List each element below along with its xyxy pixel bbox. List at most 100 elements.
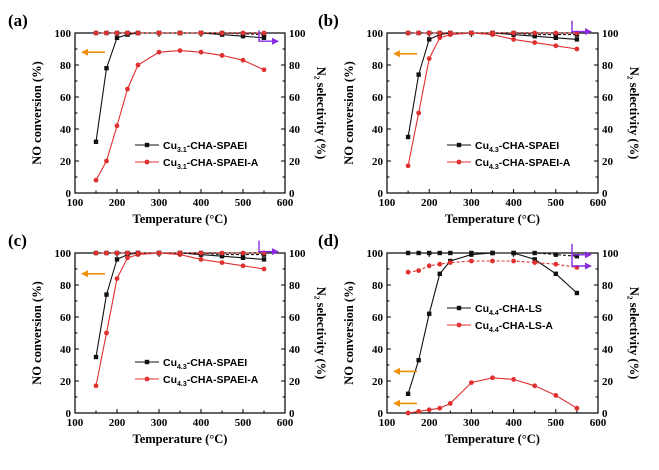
data-point — [447, 30, 453, 36]
data-point — [511, 258, 516, 264]
y-tick-label-left: 20 — [372, 156, 384, 168]
x-tick-label: 100 — [67, 417, 84, 429]
legend-label: Cu4.4-CHA-LS-A — [475, 320, 553, 334]
data-point — [261, 257, 267, 262]
arrow-shaft — [571, 20, 587, 33]
arrow-shaft — [258, 30, 274, 42]
data-point — [177, 250, 183, 256]
x-tick-label: 100 — [379, 417, 396, 429]
arrow-head — [393, 367, 400, 375]
y-tick-label-right: 0 — [289, 188, 295, 200]
data-point — [532, 257, 537, 262]
legend-label-rest: -CHA-SPAEI — [187, 357, 248, 369]
series-1 — [93, 30, 267, 144]
y-tick-label-left: 20 — [372, 376, 384, 388]
y-tick-label-right: 20 — [289, 376, 301, 388]
y-axis-title-left: NO conversion (%) — [342, 281, 356, 384]
data-point — [405, 250, 411, 256]
data-point — [114, 35, 120, 40]
x-tick-label: 300 — [463, 417, 480, 429]
y-tick-label-right: 60 — [289, 312, 301, 324]
data-point — [553, 393, 559, 398]
data-point — [219, 53, 225, 58]
y-axis-title-left: NO conversion (%) — [342, 61, 356, 164]
y-tick-label-right: 40 — [289, 344, 301, 356]
x-axis-title: Temperature (°C) — [445, 212, 540, 226]
legend-label-base: Cu — [475, 303, 489, 315]
data-point — [437, 30, 443, 36]
series-4 — [93, 250, 267, 256]
left-axis-arrow — [81, 270, 105, 278]
x-tick-label: 400 — [193, 197, 210, 209]
arrow-shaft — [571, 243, 587, 256]
right-axis-arrow — [258, 30, 279, 45]
y-axis-title-left: NO conversion (%) — [30, 61, 44, 164]
x-tick-label: 600 — [590, 417, 607, 429]
data-point — [574, 254, 580, 259]
data-point — [437, 261, 443, 267]
data-point — [114, 257, 120, 262]
y-tick-label-right: 40 — [602, 344, 614, 356]
data-point — [261, 67, 267, 73]
legend-label: Cu4.3-CHA-SPAEI — [163, 357, 247, 371]
left-axis-arrow — [393, 50, 417, 58]
data-point — [405, 410, 411, 416]
y-axis-title-right: N₂ selectivity (%) — [314, 67, 328, 160]
data-point — [447, 260, 453, 265]
data-point — [198, 30, 204, 36]
data-point — [416, 358, 421, 363]
x-tick-label: 300 — [151, 197, 168, 209]
arrow-head — [585, 262, 592, 270]
data-point — [426, 30, 432, 36]
data-point — [240, 255, 246, 260]
data-point — [511, 377, 516, 382]
arrow-shaft — [571, 255, 587, 267]
legend-label: Cu3.1-CHA-SPAEI-A — [163, 157, 259, 171]
y-tick-label-right: 100 — [289, 28, 306, 40]
y-tick-label-left: 100 — [55, 248, 72, 260]
y-tick-label-left: 60 — [60, 92, 72, 104]
legend: Cu4.3-CHA-SPAEI Cu4.3-CHA-SPAEI-A — [135, 357, 259, 388]
y-tick-label-left: 60 — [372, 312, 384, 324]
x-tick-label: 100 — [67, 197, 84, 209]
x-axis-title: Temperature (°C) — [133, 432, 228, 446]
y-tick-label-left: 100 — [55, 28, 72, 40]
data-point — [93, 30, 99, 36]
y-tick-label-right: 0 — [289, 408, 295, 420]
legend-label: Cu4.3-CHA-SPAEI-A — [163, 374, 259, 388]
legend-label-rest: -CHA-LS-A — [499, 320, 554, 332]
legend-label-subscript: 4.3 — [489, 147, 499, 154]
x-tick-label: 200 — [109, 417, 126, 429]
x-tick-label: 200 — [421, 197, 438, 209]
legend-label-base: Cu — [475, 320, 489, 332]
y-tick-label-right: 60 — [289, 92, 301, 104]
series-line — [407, 32, 577, 138]
legend-label-rest: -CHA-SPAEI — [499, 140, 560, 152]
data-point — [219, 250, 225, 256]
data-point — [426, 407, 432, 413]
arrow-head — [272, 248, 279, 256]
x-tick-label: 300 — [463, 197, 480, 209]
data-point — [490, 30, 495, 36]
data-point — [114, 250, 120, 256]
y-tick-label-left: 40 — [60, 124, 72, 136]
right-axis-arrow — [571, 20, 592, 36]
y-tick-label-right: 0 — [602, 408, 608, 420]
data-point — [104, 330, 109, 336]
data-point — [114, 123, 120, 129]
y-tick-label-left: 100 — [367, 248, 384, 260]
data-point — [405, 391, 411, 396]
data-point — [437, 271, 442, 276]
data-point — [553, 43, 559, 49]
data-point — [405, 134, 411, 140]
x-tick-label: 100 — [379, 197, 396, 209]
y-tick-label-left: 60 — [372, 92, 384, 104]
data-point — [426, 56, 432, 61]
data-point — [104, 30, 109, 36]
data-point — [93, 250, 99, 256]
series-line — [408, 260, 577, 273]
x-axis-title: Temperature (°C) — [445, 432, 540, 446]
